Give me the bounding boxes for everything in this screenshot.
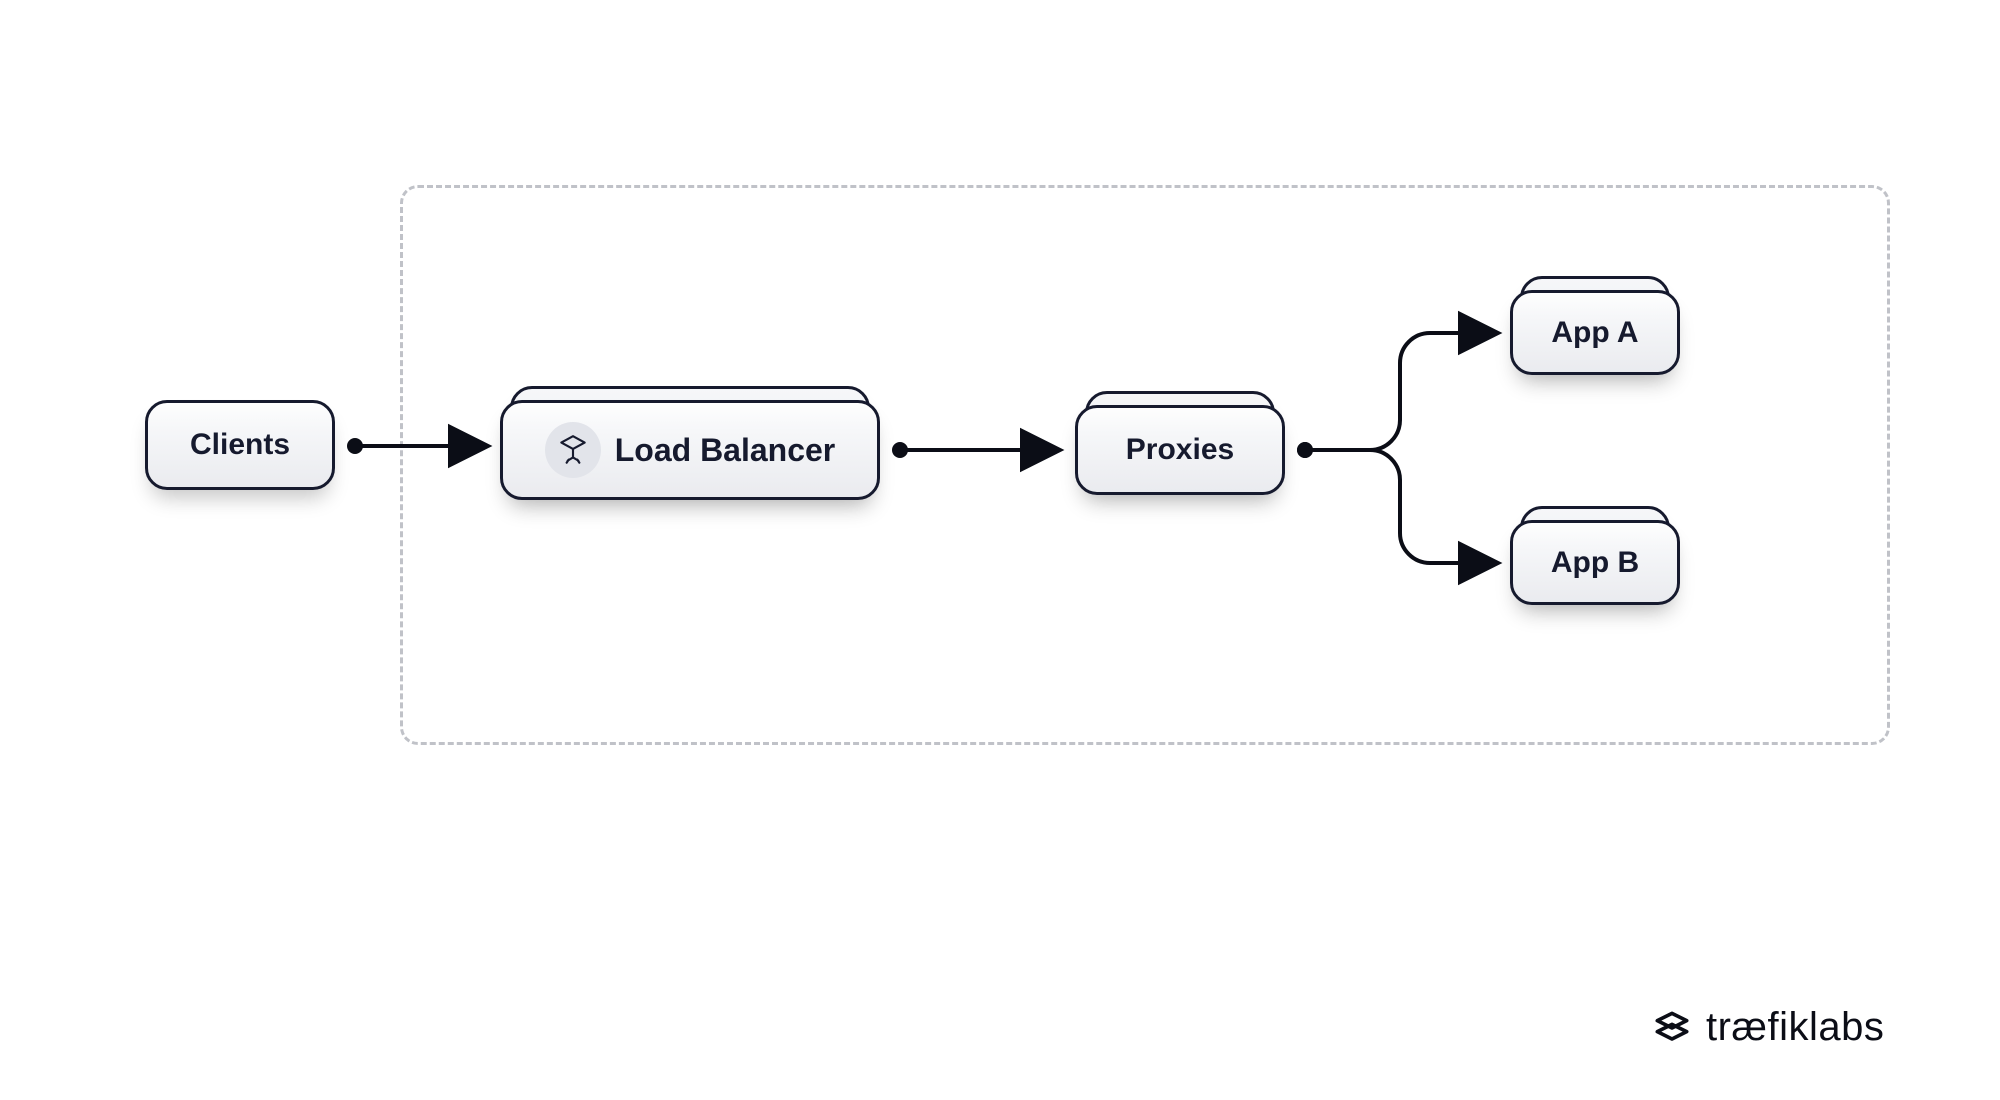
logo-prefix: træfik: [1706, 1005, 1809, 1049]
app-a-label: App A: [1551, 316, 1638, 350]
clients-label: Clients: [190, 428, 290, 462]
app-b-node: App B: [1510, 520, 1680, 605]
logo-suffix: labs: [1809, 1005, 1884, 1049]
proxies-node: Proxies: [1075, 405, 1285, 495]
load-balancer-icon: [545, 422, 601, 478]
proxies-label: Proxies: [1126, 433, 1234, 467]
diagram-canvas: Clients Load Balancer Proxies App A App …: [0, 0, 2000, 1100]
app-b-label: App B: [1551, 546, 1639, 580]
traefiklabs-wordmark: træfiklabs: [1706, 1005, 1884, 1050]
load-balancer-label: Load Balancer: [615, 432, 836, 469]
app-a-node: App A: [1510, 290, 1680, 375]
traefik-logo-icon: [1650, 1006, 1694, 1050]
traefiklabs-logo: træfiklabs: [1650, 1005, 1884, 1050]
load-balancer-node: Load Balancer: [500, 400, 880, 500]
clients-node: Clients: [145, 400, 335, 490]
